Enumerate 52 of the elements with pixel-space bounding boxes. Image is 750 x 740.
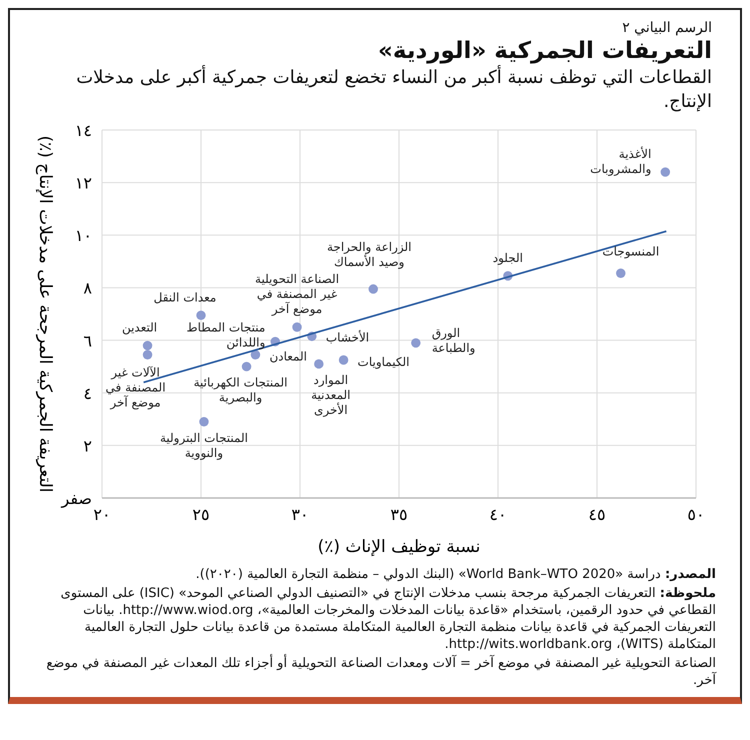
point [142, 340, 152, 350]
x-tick-label: ٣٠ [291, 505, 309, 524]
annotation: الجلود [492, 250, 524, 265]
point [314, 359, 324, 369]
annotation: الزراعة والحراجة وصيد الأسماك [327, 240, 412, 270]
x-tick-label: ٢٥ [192, 505, 210, 524]
annotation: الأغذية والمشروبات [590, 146, 652, 176]
text: المصدر: دراسة «World Bank–WTO 2020» (البنك الدولي – منظمة التجارة العالمية (٢٠٢٠)). [194, 566, 716, 583]
annotation: المعادن [269, 350, 307, 364]
text: الصناعة التحويلية غير المصنفة في موضع آخر = آلات ومعدات الصناعة التحويلية أو أجزاء تلك المعدات غير المصنفة في موضع آخر. [45, 655, 716, 689]
point [292, 322, 302, 332]
x-tick-label: ٤٠ [489, 505, 507, 524]
annotation: التعدين [122, 320, 158, 335]
annotation: الأخشاب [326, 329, 370, 344]
y-tick-label: ٢ [83, 436, 92, 456]
y-tick-label: ١٤ [74, 121, 92, 140]
point [199, 417, 209, 426]
annotation: الورق والطباعة [432, 326, 476, 355]
point [250, 350, 260, 360]
y-tick-label: ١٢ [74, 174, 92, 193]
point [196, 310, 206, 320]
text: الرسم البياني ٢ [621, 20, 712, 36]
y-tick-label: ٦ [83, 331, 92, 350]
y-tick-label: ٤ [83, 384, 92, 403]
annotation: الصناعة التحويلية غير المصنفة في موضع آخر [255, 272, 340, 316]
point [142, 350, 152, 360]
annotation: المنتجات البترولية والنووية [160, 430, 248, 460]
chart-subtitle: القطاعات التي توظف نسبة أكبر من النساء تخضع لتعريفات جمركية أكبر على مدخلات الإنتاج. [75, 66, 712, 114]
text: ملحوظة: التعريفات الجمركية مرجحة بنسب مدخلات الإنتاج في «التصنيف الدولي الصناعي الموحد» (ISIC) على المستوى القطاعي في حدود الرقمين، باستخدام «قاعدة بيانات المدخلات والمخرجات العالمية»، http://www.wiod.org. بيانات التعريفات الجمركية في قاعدة بيانات منظمة التجارة العالمية المتكاملة مستمدة من قاعدة بيانات حلول التجارة العالمية المتكاملة (WITS)، http://wits.worldbank.org. [60, 585, 716, 653]
x-axis-title: نسبة توظيف الإناث (٪) [318, 537, 480, 557]
annotation: الآلات غير المصنفة في موضع آخر [106, 366, 166, 410]
point [616, 268, 626, 278]
x-tick-label: ٥٠ [687, 505, 705, 524]
point [368, 284, 378, 294]
point [660, 167, 670, 177]
y-tick-label: ٨ [83, 278, 92, 298]
point [242, 362, 252, 372]
annotation: المنتجات الكهربائية والبصرية [194, 376, 288, 405]
y-tick-label: صفر [60, 489, 92, 508]
x-tick-label: ٣٥ [390, 505, 408, 524]
point [411, 338, 421, 348]
annotation: المنسوجات [602, 244, 660, 258]
annotation: معدات النقل [154, 290, 216, 304]
annotation: منتجات المطاط واللدائن [186, 320, 266, 350]
annotation: الموارد المعدنية الأخرى [311, 372, 351, 417]
annotation: الكيماويات [358, 355, 410, 369]
x-tick-label: ٤٥ [588, 505, 606, 524]
x-tick-label: ٢٠ [93, 505, 111, 524]
y-axis-title: التعريفة الجمركية المرجحة على مدخلات الإنتاج (٪) [35, 135, 55, 493]
point [338, 355, 348, 365]
chart-title: التعريفات الجمركية «الوردية» [377, 38, 712, 64]
y-tick-label: ١٠ [74, 226, 92, 246]
